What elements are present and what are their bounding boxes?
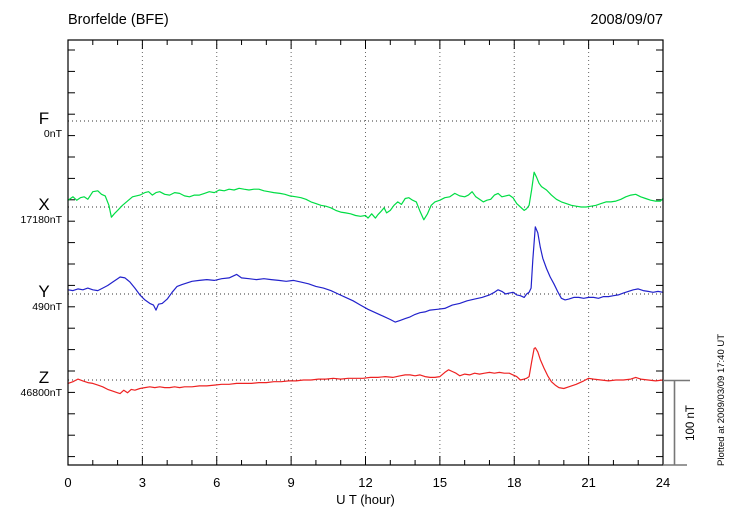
trace-X: [67, 171, 664, 221]
x-axis-label: U T (hour): [336, 492, 395, 507]
x-tick-label: 15: [433, 475, 447, 490]
trace-Y: [67, 226, 664, 323]
x-tick-labels: 0 3 6 9 12 15 18 21 24: [64, 475, 670, 490]
component-baseline-Z: 46800nT: [21, 387, 63, 399]
component-label-X: X: [38, 195, 49, 214]
trace-Z: [67, 347, 664, 395]
component-label-Z: Z: [39, 368, 49, 387]
x-tick-label: 0: [64, 475, 71, 490]
trace-layer: [67, 171, 664, 395]
station-title: Brorfelde (BFE): [68, 12, 169, 28]
x-tick-label: 3: [139, 475, 146, 490]
grid-layer: [67, 40, 664, 465]
x-tick-label: 6: [213, 475, 220, 490]
component-baseline-Y: 490nT: [32, 301, 62, 313]
x-tick-label: 18: [507, 475, 521, 490]
scale-bar-label: 100 nT: [685, 405, 697, 441]
scale-bar: 100 nT: [663, 379, 697, 466]
component-baseline-X: 17180nT: [21, 214, 63, 226]
x-tick-label: 21: [581, 475, 595, 490]
plotted-at-note: Plotted at 2009/03/09 17:40 UT: [716, 334, 727, 466]
component-baseline-F: 0nT: [44, 128, 63, 140]
plot-frame: [67, 39, 664, 466]
x-tick-label: 9: [288, 475, 295, 490]
component-label-F: F: [39, 109, 49, 128]
plot-date: 2008/09/07: [590, 12, 663, 28]
x-tick-label: 12: [358, 475, 372, 490]
x-tick-label: 24: [656, 475, 670, 490]
component-label-Y: Y: [38, 282, 49, 301]
